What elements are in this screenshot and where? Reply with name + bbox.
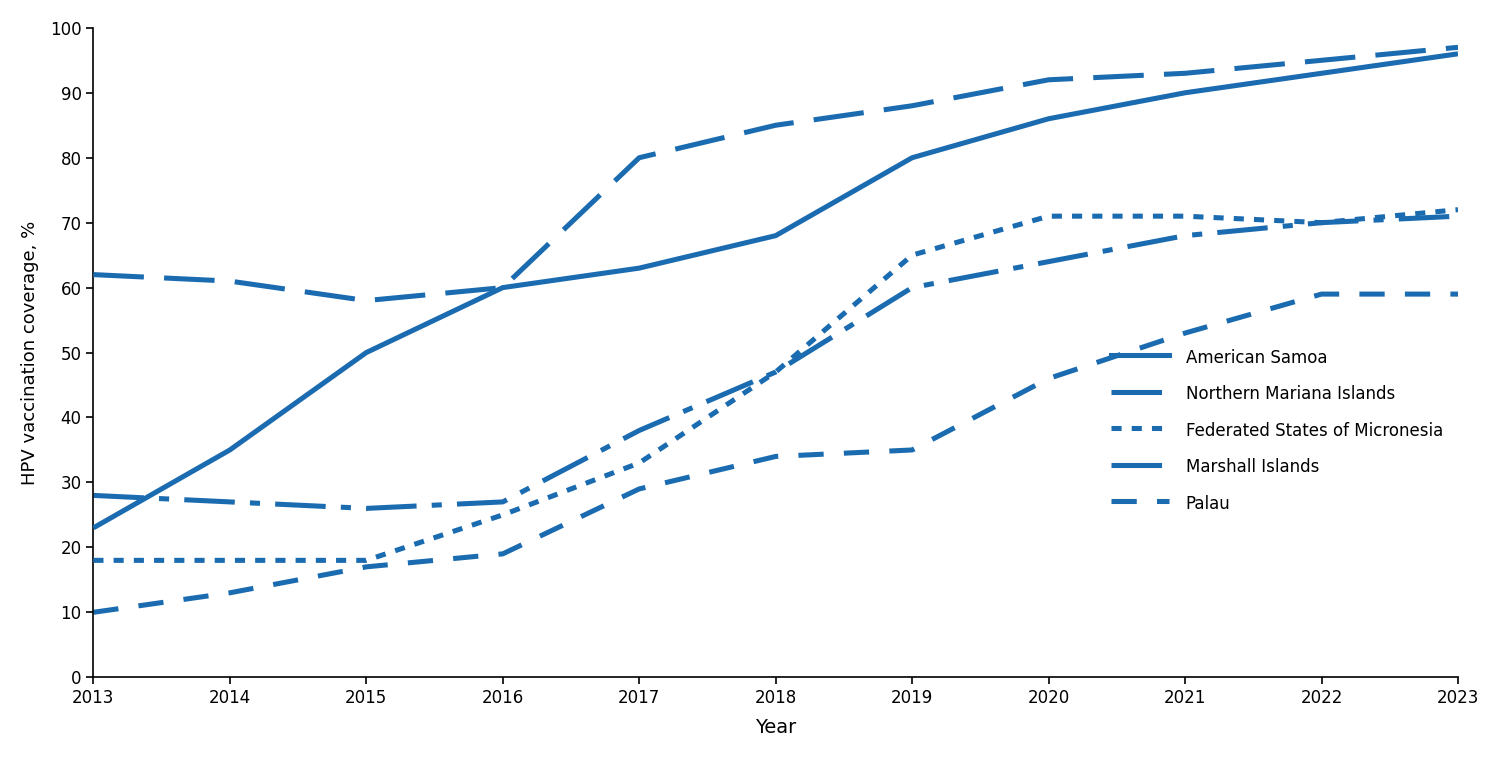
Line: Palau: Palau <box>93 294 1458 612</box>
Line: American Samoa: American Samoa <box>93 54 1458 528</box>
American Samoa <box>494 283 512 292</box>
American Samoa <box>220 446 238 455</box>
Palau <box>1312 290 1330 299</box>
Palau <box>766 452 784 461</box>
Legend: American Samoa, Northern Mariana Islands, Federated States of Micronesia, Marsha: American Samoa, Northern Mariana Islands… <box>1104 342 1449 519</box>
Northern Mariana Islands <box>903 102 921 111</box>
Y-axis label: HPV vaccination coverage, %: HPV vaccination coverage, % <box>21 221 39 484</box>
Northern Mariana Islands <box>494 283 512 292</box>
American Samoa <box>903 153 921 162</box>
American Samoa <box>630 264 648 273</box>
Northern Mariana Islands <box>84 270 102 279</box>
Marshall Islands <box>903 283 921 292</box>
Marshall Islands <box>1176 231 1194 240</box>
Palau <box>494 550 512 559</box>
American Samoa <box>84 523 102 532</box>
American Samoa <box>357 348 375 357</box>
Palau <box>903 446 921 455</box>
Marshall Islands <box>220 497 238 506</box>
Federated States of Micronesia <box>494 510 512 519</box>
Marshall Islands <box>1312 218 1330 227</box>
Federated States of Micronesia <box>1449 205 1467 215</box>
Federated States of Micronesia <box>766 368 784 377</box>
Palau <box>1449 290 1467 299</box>
Federated States of Micronesia <box>903 251 921 260</box>
Marshall Islands <box>766 368 784 377</box>
Marshall Islands <box>1449 211 1467 221</box>
Palau <box>1176 328 1194 337</box>
Federated States of Micronesia <box>1312 218 1330 227</box>
Marshall Islands <box>494 497 512 506</box>
American Samoa <box>1449 49 1467 58</box>
Marshall Islands <box>84 491 102 500</box>
Federated States of Micronesia <box>1040 211 1058 221</box>
Northern Mariana Islands <box>220 277 238 286</box>
Palau <box>630 484 648 493</box>
Palau <box>84 608 102 617</box>
Federated States of Micronesia <box>220 556 238 565</box>
Palau <box>1040 374 1058 383</box>
Federated States of Micronesia <box>1176 211 1194 221</box>
Federated States of Micronesia <box>84 556 102 565</box>
Line: Marshall Islands: Marshall Islands <box>93 216 1458 509</box>
American Samoa <box>1176 88 1194 97</box>
X-axis label: Year: Year <box>754 718 796 738</box>
American Samoa <box>1312 69 1330 78</box>
American Samoa <box>1040 114 1058 124</box>
American Samoa <box>766 231 784 240</box>
Palau <box>357 562 375 572</box>
Northern Mariana Islands <box>1176 69 1194 78</box>
Northern Mariana Islands <box>1040 75 1058 84</box>
Line: Federated States of Micronesia: Federated States of Micronesia <box>93 210 1458 560</box>
Northern Mariana Islands <box>630 153 648 162</box>
Northern Mariana Islands <box>766 121 784 130</box>
Marshall Islands <box>357 504 375 513</box>
Marshall Islands <box>1040 257 1058 266</box>
Line: Northern Mariana Islands: Northern Mariana Islands <box>93 47 1458 301</box>
Northern Mariana Islands <box>1312 56 1330 65</box>
Northern Mariana Islands <box>1449 42 1467 52</box>
Federated States of Micronesia <box>630 459 648 468</box>
Northern Mariana Islands <box>357 296 375 305</box>
Marshall Islands <box>630 426 648 435</box>
Federated States of Micronesia <box>357 556 375 565</box>
Palau <box>220 588 238 597</box>
